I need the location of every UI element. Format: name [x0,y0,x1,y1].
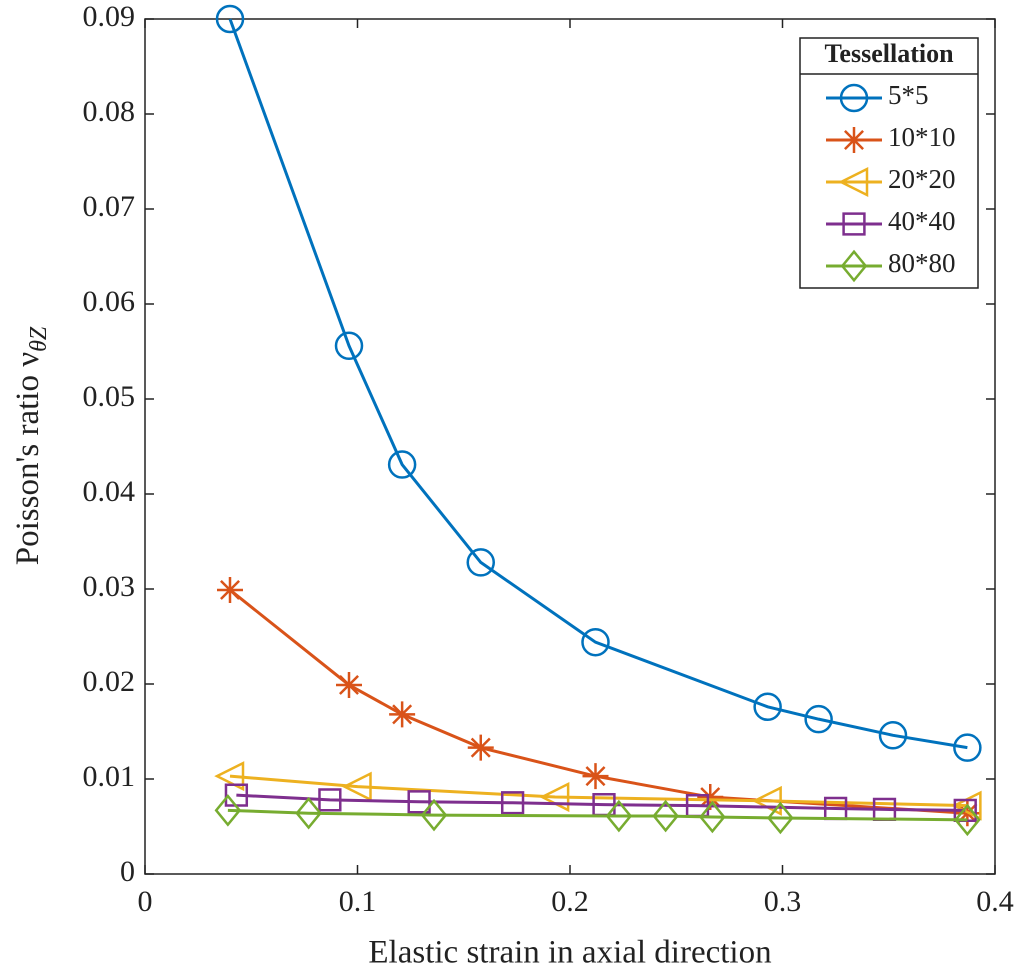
data-point [953,798,977,822]
data-point [318,788,342,812]
series-line [228,18,968,750]
legend-marker [838,166,869,198]
legend-marker [840,249,868,283]
data-point [953,733,982,762]
data-point [753,692,782,722]
data-point [387,450,417,479]
data-point [878,721,908,750]
y-tick-label: 0 [120,855,135,888]
legend-marker [841,127,867,153]
series-line [236,793,966,812]
data-point [334,331,364,361]
data-point [295,796,322,830]
data-point [467,734,494,761]
y-axis-label: Poisson's ratio νθZ [10,326,52,565]
data-point [214,794,242,827]
data-point [407,790,431,814]
y-tick-label: 0.09 [83,0,136,33]
data-point [215,4,245,34]
legend: Tessellation 5*5 10*10 20*20 40*40 80*80 [799,37,979,289]
legend-label: 80*80 [888,248,956,278]
series-line [227,808,968,822]
series-line [229,774,968,808]
data-point [582,763,609,790]
data-point [341,771,372,802]
data-point [697,784,724,811]
y-tick-label: 0.05 [83,380,136,413]
y-tick-label: 0.06 [83,285,136,318]
y-tick-label: 0.02 [83,665,136,698]
data-point [214,761,245,792]
data-point [605,799,633,833]
data-point [500,791,525,815]
legend-marker [839,83,869,113]
legend-label: 10*10 [888,122,956,152]
x-tick-label: 0.4 [976,885,1014,918]
legend-marker [842,212,866,236]
y-tick-label: 0.08 [83,95,136,128]
data-point [389,701,416,728]
y-tick-label: 0.07 [83,190,136,223]
legend-title: Tessellation [824,39,954,68]
x-tick-label: 0.2 [551,885,589,918]
x-tick-label: 0.1 [339,885,377,918]
y-tick-label: 0.03 [83,570,136,603]
x-tick-label: 0 [138,885,153,918]
data-point [699,800,726,834]
y-axis-label-subscript: θZ [26,326,52,352]
data-point [954,803,981,837]
data-point [581,627,610,657]
legend-label: 5*5 [888,80,929,110]
data-point [217,576,243,603]
y-tick-label: 0.04 [83,475,136,508]
legend-label: 20*20 [888,164,956,194]
data-point [336,671,362,698]
data-point [767,801,794,835]
data-point [420,798,448,832]
x-tick-label: 0.3 [764,885,802,918]
x-axis-label: Elastic strain in axial direction [368,935,771,971]
data-point [804,704,833,734]
legend-box [799,37,979,289]
data-point [652,799,679,833]
legend-label: 40*40 [888,206,956,236]
y-axis-label-main: Poisson's ratio ν [10,352,46,565]
y-tick-label: 0.01 [83,760,136,793]
data-point [466,548,496,577]
